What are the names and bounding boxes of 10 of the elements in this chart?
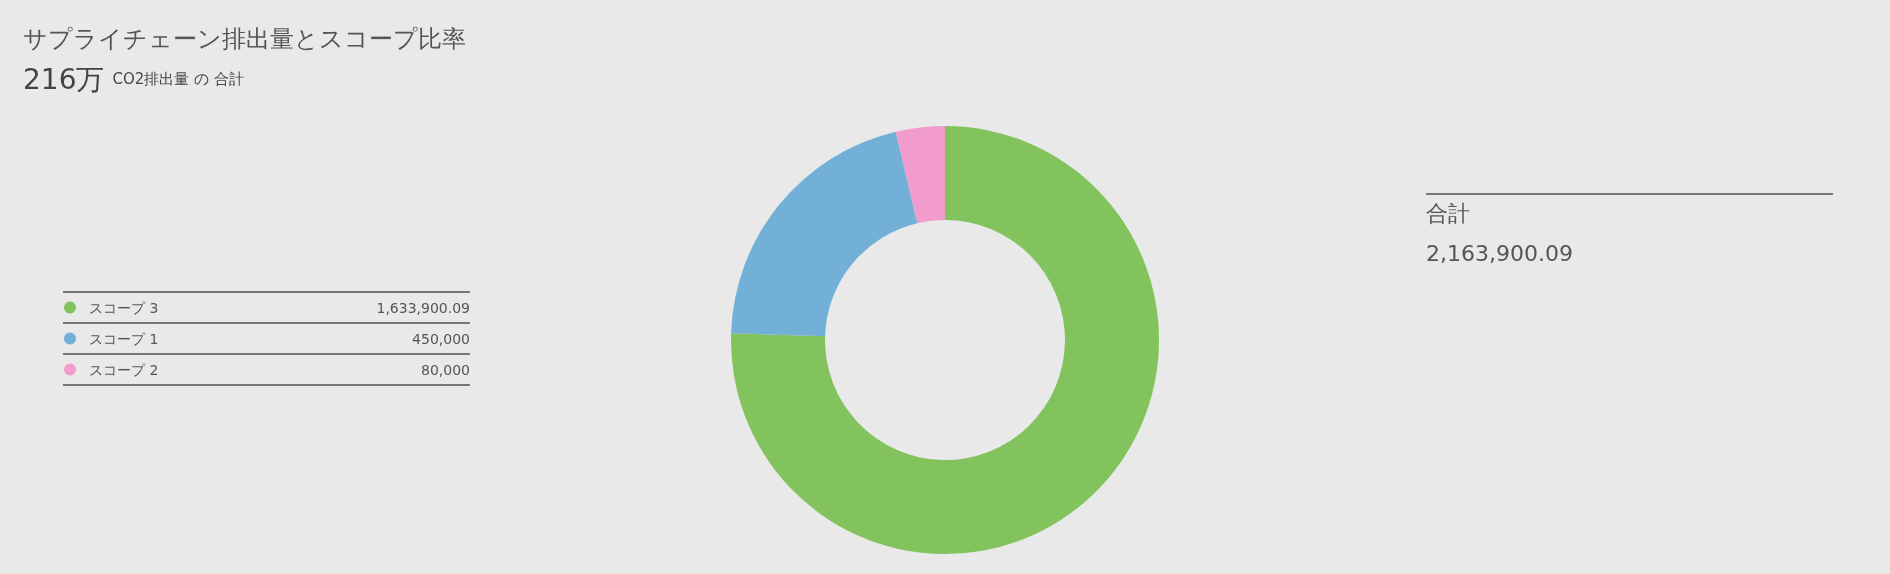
data-label: 80,000 — [421, 361, 470, 378]
text: 2,163,900.09 — [1426, 240, 1573, 266]
text: 合計 — [1426, 200, 1470, 226]
legend-label: スコープ 3 — [89, 299, 159, 316]
chart-subtitle: 216万 CO2排出量 の 合計 — [23, 62, 244, 96]
legend-label: スコープ 1 — [89, 330, 159, 347]
legend-label: スコープ 2 — [89, 361, 159, 378]
data-label: 450,000 — [412, 330, 470, 347]
chart-title: サプライチェーン排出量とスコープ比率 — [23, 25, 466, 53]
data-label: 1,633,900.09 — [376, 299, 470, 316]
